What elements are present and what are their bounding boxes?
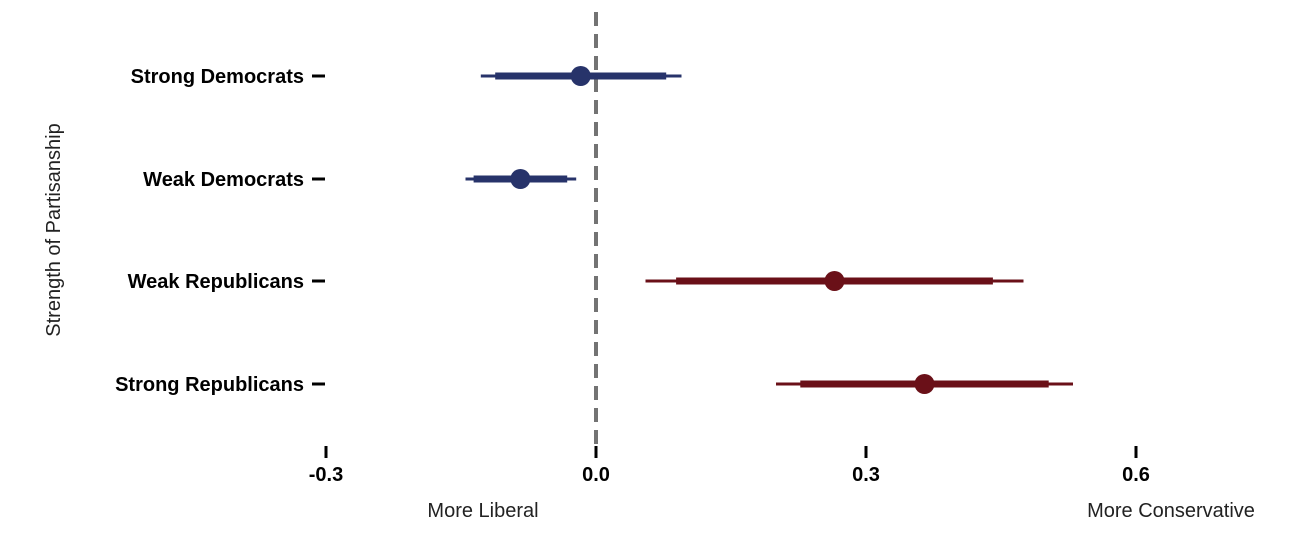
- x-tick-label-3: 0.6: [1122, 464, 1150, 486]
- point-estimate-strong-democrats: [570, 66, 591, 86]
- y-axis-title: Strength of Partisanship: [43, 123, 65, 336]
- x-axis-ticks: [324, 446, 1138, 458]
- more-liberal-label: More Liberal: [427, 500, 538, 522]
- y-axis-ticks: [312, 74, 325, 386]
- category-label-weak-republicans: Weak Republicans: [128, 271, 304, 293]
- category-label-strong-republicans: Strong Republicans: [115, 374, 304, 396]
- x-axis-tick-labels: -0.3 0.0 0.3 0.6: [309, 464, 1150, 486]
- x-tick-label-2: 0.3: [852, 464, 880, 486]
- category-label-strong-democrats: Strong Democrats: [131, 66, 304, 88]
- category-label-weak-democrats: Weak Democrats: [143, 169, 304, 191]
- x-tick-label-1: 0.0: [582, 464, 610, 486]
- x-tick-label-0: -0.3: [309, 464, 343, 486]
- point-estimate-strong-republicans: [914, 374, 935, 394]
- point-estimate-weak-democrats: [510, 169, 531, 189]
- more-conservative-label: More Conservative: [1087, 500, 1255, 522]
- confidence-intervals: [465, 72, 1073, 388]
- category-labels: Strong Democrats Weak Democrats Weak Repub…: [115, 66, 304, 396]
- point-estimates: [510, 66, 935, 394]
- point-estimate-weak-republicans: [824, 271, 845, 291]
